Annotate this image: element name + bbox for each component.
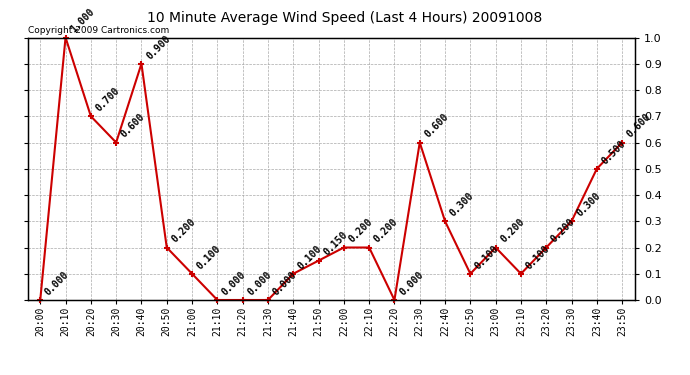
Text: 0.100: 0.100 bbox=[524, 243, 551, 271]
Text: 0.600: 0.600 bbox=[119, 112, 147, 140]
Text: 0.900: 0.900 bbox=[144, 33, 172, 61]
Text: 0.000: 0.000 bbox=[270, 269, 299, 297]
Text: 0.200: 0.200 bbox=[549, 217, 577, 245]
Text: 0.200: 0.200 bbox=[372, 217, 400, 245]
Text: 0.200: 0.200 bbox=[346, 217, 375, 245]
Text: 0.100: 0.100 bbox=[296, 243, 324, 271]
Text: 0.600: 0.600 bbox=[422, 112, 451, 140]
Text: 10 Minute Average Wind Speed (Last 4 Hours) 20091008: 10 Minute Average Wind Speed (Last 4 Hou… bbox=[148, 11, 542, 25]
Text: 0.500: 0.500 bbox=[600, 138, 627, 166]
Text: 0.100: 0.100 bbox=[195, 243, 223, 271]
Text: 0.300: 0.300 bbox=[448, 190, 475, 219]
Text: 0.700: 0.700 bbox=[94, 86, 121, 114]
Text: 1.000: 1.000 bbox=[68, 7, 96, 35]
Text: 0.200: 0.200 bbox=[498, 217, 526, 245]
Text: 0.000: 0.000 bbox=[246, 269, 273, 297]
Text: 0.000: 0.000 bbox=[397, 269, 425, 297]
Text: 0.000: 0.000 bbox=[43, 269, 71, 297]
Text: 0.100: 0.100 bbox=[473, 243, 501, 271]
Text: 0.600: 0.600 bbox=[625, 112, 653, 140]
Text: 0.150: 0.150 bbox=[322, 230, 349, 258]
Text: Copyright 2009 Cartronics.com: Copyright 2009 Cartronics.com bbox=[28, 26, 169, 35]
Text: 0.200: 0.200 bbox=[170, 217, 197, 245]
Text: 0.300: 0.300 bbox=[574, 190, 602, 219]
Text: 0.000: 0.000 bbox=[220, 269, 248, 297]
